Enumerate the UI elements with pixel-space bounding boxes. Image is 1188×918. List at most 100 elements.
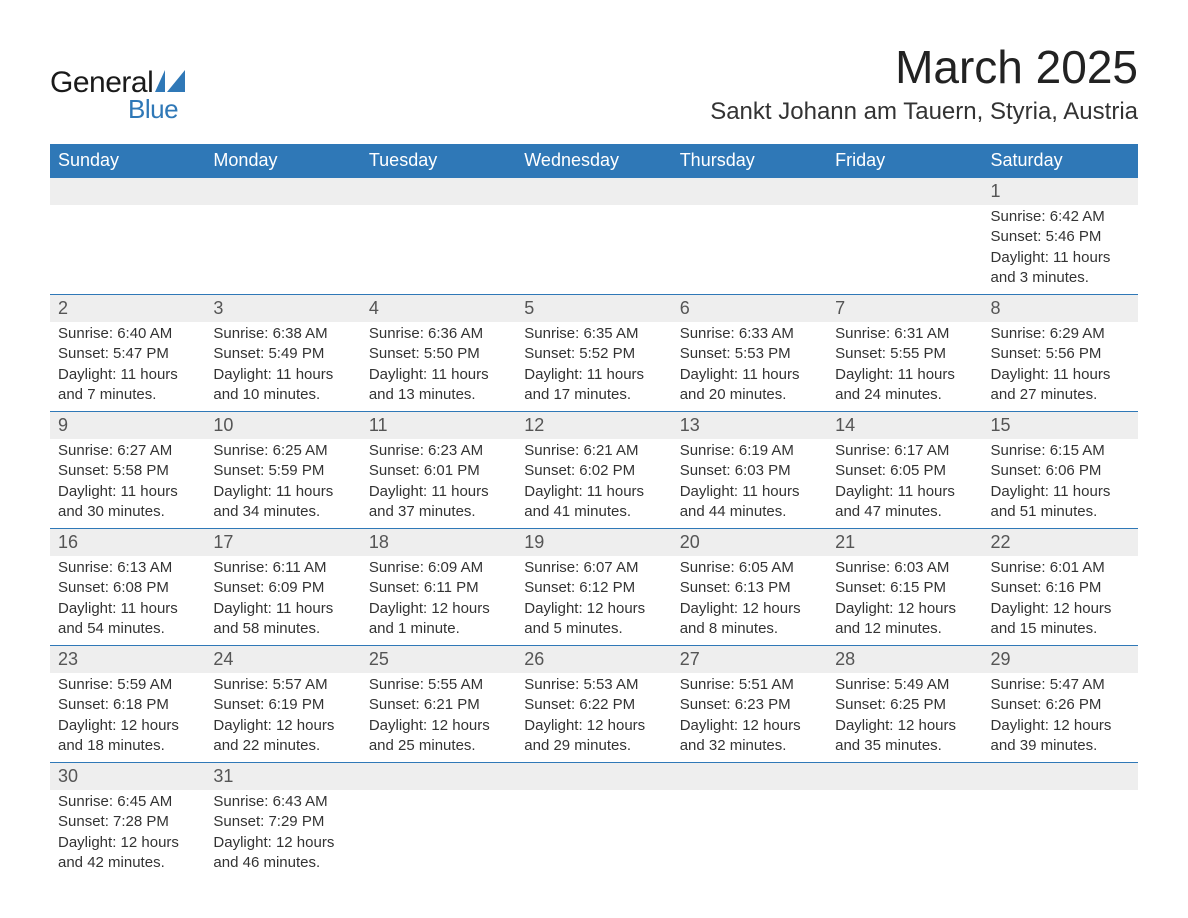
detail-row: Sunrise: 6:42 AMSunset: 5:46 PMDaylight:…	[50, 205, 1138, 295]
daylight-line: Daylight: 11 hours	[991, 482, 1130, 502]
sunset-line: Sunset: 6:22 PM	[524, 695, 663, 715]
daylight-line: and 7 minutes.	[58, 385, 197, 405]
daylight-line: and 42 minutes.	[58, 853, 197, 873]
month-title: March 2025	[710, 40, 1138, 94]
title-block: March 2025 Sankt Johann am Tauern, Styri…	[710, 40, 1138, 126]
sunrise-line: Sunrise: 6:36 AM	[369, 324, 508, 344]
sunrise-line: Sunrise: 6:43 AM	[213, 792, 352, 812]
day-cell-number: 29	[983, 646, 1138, 674]
day-cell-number	[516, 763, 671, 791]
sunset-line: Sunset: 6:11 PM	[369, 578, 508, 598]
weekday-header: Sunday	[50, 144, 205, 178]
day-cell-number: 6	[672, 295, 827, 323]
daylight-line: and 5 minutes.	[524, 619, 663, 639]
day-cell-detail: Sunrise: 6:07 AMSunset: 6:12 PMDaylight:…	[516, 556, 671, 646]
day-cell-detail: Sunrise: 6:36 AMSunset: 5:50 PMDaylight:…	[361, 322, 516, 412]
daylight-line: Daylight: 11 hours	[835, 365, 974, 385]
daylight-line: Daylight: 11 hours	[369, 365, 508, 385]
day-number: 17	[205, 529, 360, 556]
day-cell-detail	[516, 205, 671, 295]
daynum-row: 3031	[50, 763, 1138, 791]
sunset-line: Sunset: 5:50 PM	[369, 344, 508, 364]
location: Sankt Johann am Tauern, Styria, Austria	[710, 98, 1138, 126]
sunset-line: Sunset: 5:55 PM	[835, 344, 974, 364]
sunrise-line: Sunrise: 6:21 AM	[524, 441, 663, 461]
day-number: 30	[50, 763, 205, 790]
sunset-line: Sunset: 6:26 PM	[991, 695, 1130, 715]
day-cell-detail: Sunrise: 6:40 AMSunset: 5:47 PMDaylight:…	[50, 322, 205, 412]
day-cell-detail: Sunrise: 6:42 AMSunset: 5:46 PMDaylight:…	[983, 205, 1138, 295]
day-cell-number	[205, 178, 360, 206]
day-number: 26	[516, 646, 671, 673]
day-cell-detail	[205, 205, 360, 295]
day-cell-detail: Sunrise: 5:51 AMSunset: 6:23 PMDaylight:…	[672, 673, 827, 763]
day-cell-number	[672, 178, 827, 206]
daylight-line: Daylight: 12 hours	[369, 716, 508, 736]
sunset-line: Sunset: 6:23 PM	[680, 695, 819, 715]
day-cell-detail: Sunrise: 6:38 AMSunset: 5:49 PMDaylight:…	[205, 322, 360, 412]
logo-text-blue: Blue	[128, 94, 185, 125]
daylight-line: Daylight: 12 hours	[991, 716, 1130, 736]
day-cell-number: 19	[516, 529, 671, 557]
day-cell-number: 26	[516, 646, 671, 674]
sunset-line: Sunset: 6:13 PM	[680, 578, 819, 598]
day-number: 19	[516, 529, 671, 556]
daylight-line: Daylight: 11 hours	[991, 248, 1130, 268]
day-cell-detail: Sunrise: 6:19 AMSunset: 6:03 PMDaylight:…	[672, 439, 827, 529]
sunset-line: Sunset: 6:19 PM	[213, 695, 352, 715]
sunset-line: Sunset: 5:52 PM	[524, 344, 663, 364]
daylight-line: and 34 minutes.	[213, 502, 352, 522]
sunset-line: Sunset: 6:18 PM	[58, 695, 197, 715]
day-cell-number: 15	[983, 412, 1138, 440]
day-cell-detail: Sunrise: 6:29 AMSunset: 5:56 PMDaylight:…	[983, 322, 1138, 412]
daylight-line: and 24 minutes.	[835, 385, 974, 405]
daylight-line: Daylight: 12 hours	[213, 716, 352, 736]
sunset-line: Sunset: 6:25 PM	[835, 695, 974, 715]
day-cell-detail	[50, 205, 205, 295]
day-cell-detail: Sunrise: 6:35 AMSunset: 5:52 PMDaylight:…	[516, 322, 671, 412]
header: General Blue March 2025 Sankt Johann am …	[50, 40, 1138, 126]
daylight-line: Daylight: 11 hours	[835, 482, 974, 502]
daylight-line: and 12 minutes.	[835, 619, 974, 639]
day-cell-detail: Sunrise: 6:33 AMSunset: 5:53 PMDaylight:…	[672, 322, 827, 412]
sunrise-line: Sunrise: 6:05 AM	[680, 558, 819, 578]
day-cell-detail: Sunrise: 6:31 AMSunset: 5:55 PMDaylight:…	[827, 322, 982, 412]
daylight-line: and 35 minutes.	[835, 736, 974, 756]
flag-icon	[155, 70, 185, 97]
daylight-line: and 20 minutes.	[680, 385, 819, 405]
sunset-line: Sunset: 5:58 PM	[58, 461, 197, 481]
sunset-line: Sunset: 6:08 PM	[58, 578, 197, 598]
sunset-line: Sunset: 6:05 PM	[835, 461, 974, 481]
sunrise-line: Sunrise: 6:23 AM	[369, 441, 508, 461]
day-cell-detail	[827, 790, 982, 879]
sunset-line: Sunset: 5:46 PM	[991, 227, 1130, 247]
sunrise-line: Sunrise: 6:13 AM	[58, 558, 197, 578]
sunset-line: Sunset: 6:03 PM	[680, 461, 819, 481]
daynum-row: 23242526272829	[50, 646, 1138, 674]
day-cell-number	[672, 763, 827, 791]
sunset-line: Sunset: 6:09 PM	[213, 578, 352, 598]
daylight-line: Daylight: 11 hours	[58, 599, 197, 619]
daylight-line: Daylight: 12 hours	[835, 716, 974, 736]
day-cell-number: 5	[516, 295, 671, 323]
daylight-line: and 54 minutes.	[58, 619, 197, 639]
daylight-line: and 51 minutes.	[991, 502, 1130, 522]
weekday-header: Monday	[205, 144, 360, 178]
sunrise-line: Sunrise: 6:17 AM	[835, 441, 974, 461]
daylight-line: Daylight: 11 hours	[58, 365, 197, 385]
daylight-line: and 15 minutes.	[991, 619, 1130, 639]
daylight-line: Daylight: 11 hours	[213, 365, 352, 385]
day-cell-number: 21	[827, 529, 982, 557]
sunrise-line: Sunrise: 5:47 AM	[991, 675, 1130, 695]
daylight-line: and 58 minutes.	[213, 619, 352, 639]
daylight-line: and 17 minutes.	[524, 385, 663, 405]
detail-row: Sunrise: 6:13 AMSunset: 6:08 PMDaylight:…	[50, 556, 1138, 646]
day-cell-detail	[516, 790, 671, 879]
day-cell-number: 30	[50, 763, 205, 791]
sunrise-line: Sunrise: 6:45 AM	[58, 792, 197, 812]
sunrise-line: Sunrise: 6:42 AM	[991, 207, 1130, 227]
daylight-line: Daylight: 11 hours	[524, 482, 663, 502]
day-cell-detail	[361, 205, 516, 295]
sunset-line: Sunset: 6:12 PM	[524, 578, 663, 598]
day-number: 10	[205, 412, 360, 439]
